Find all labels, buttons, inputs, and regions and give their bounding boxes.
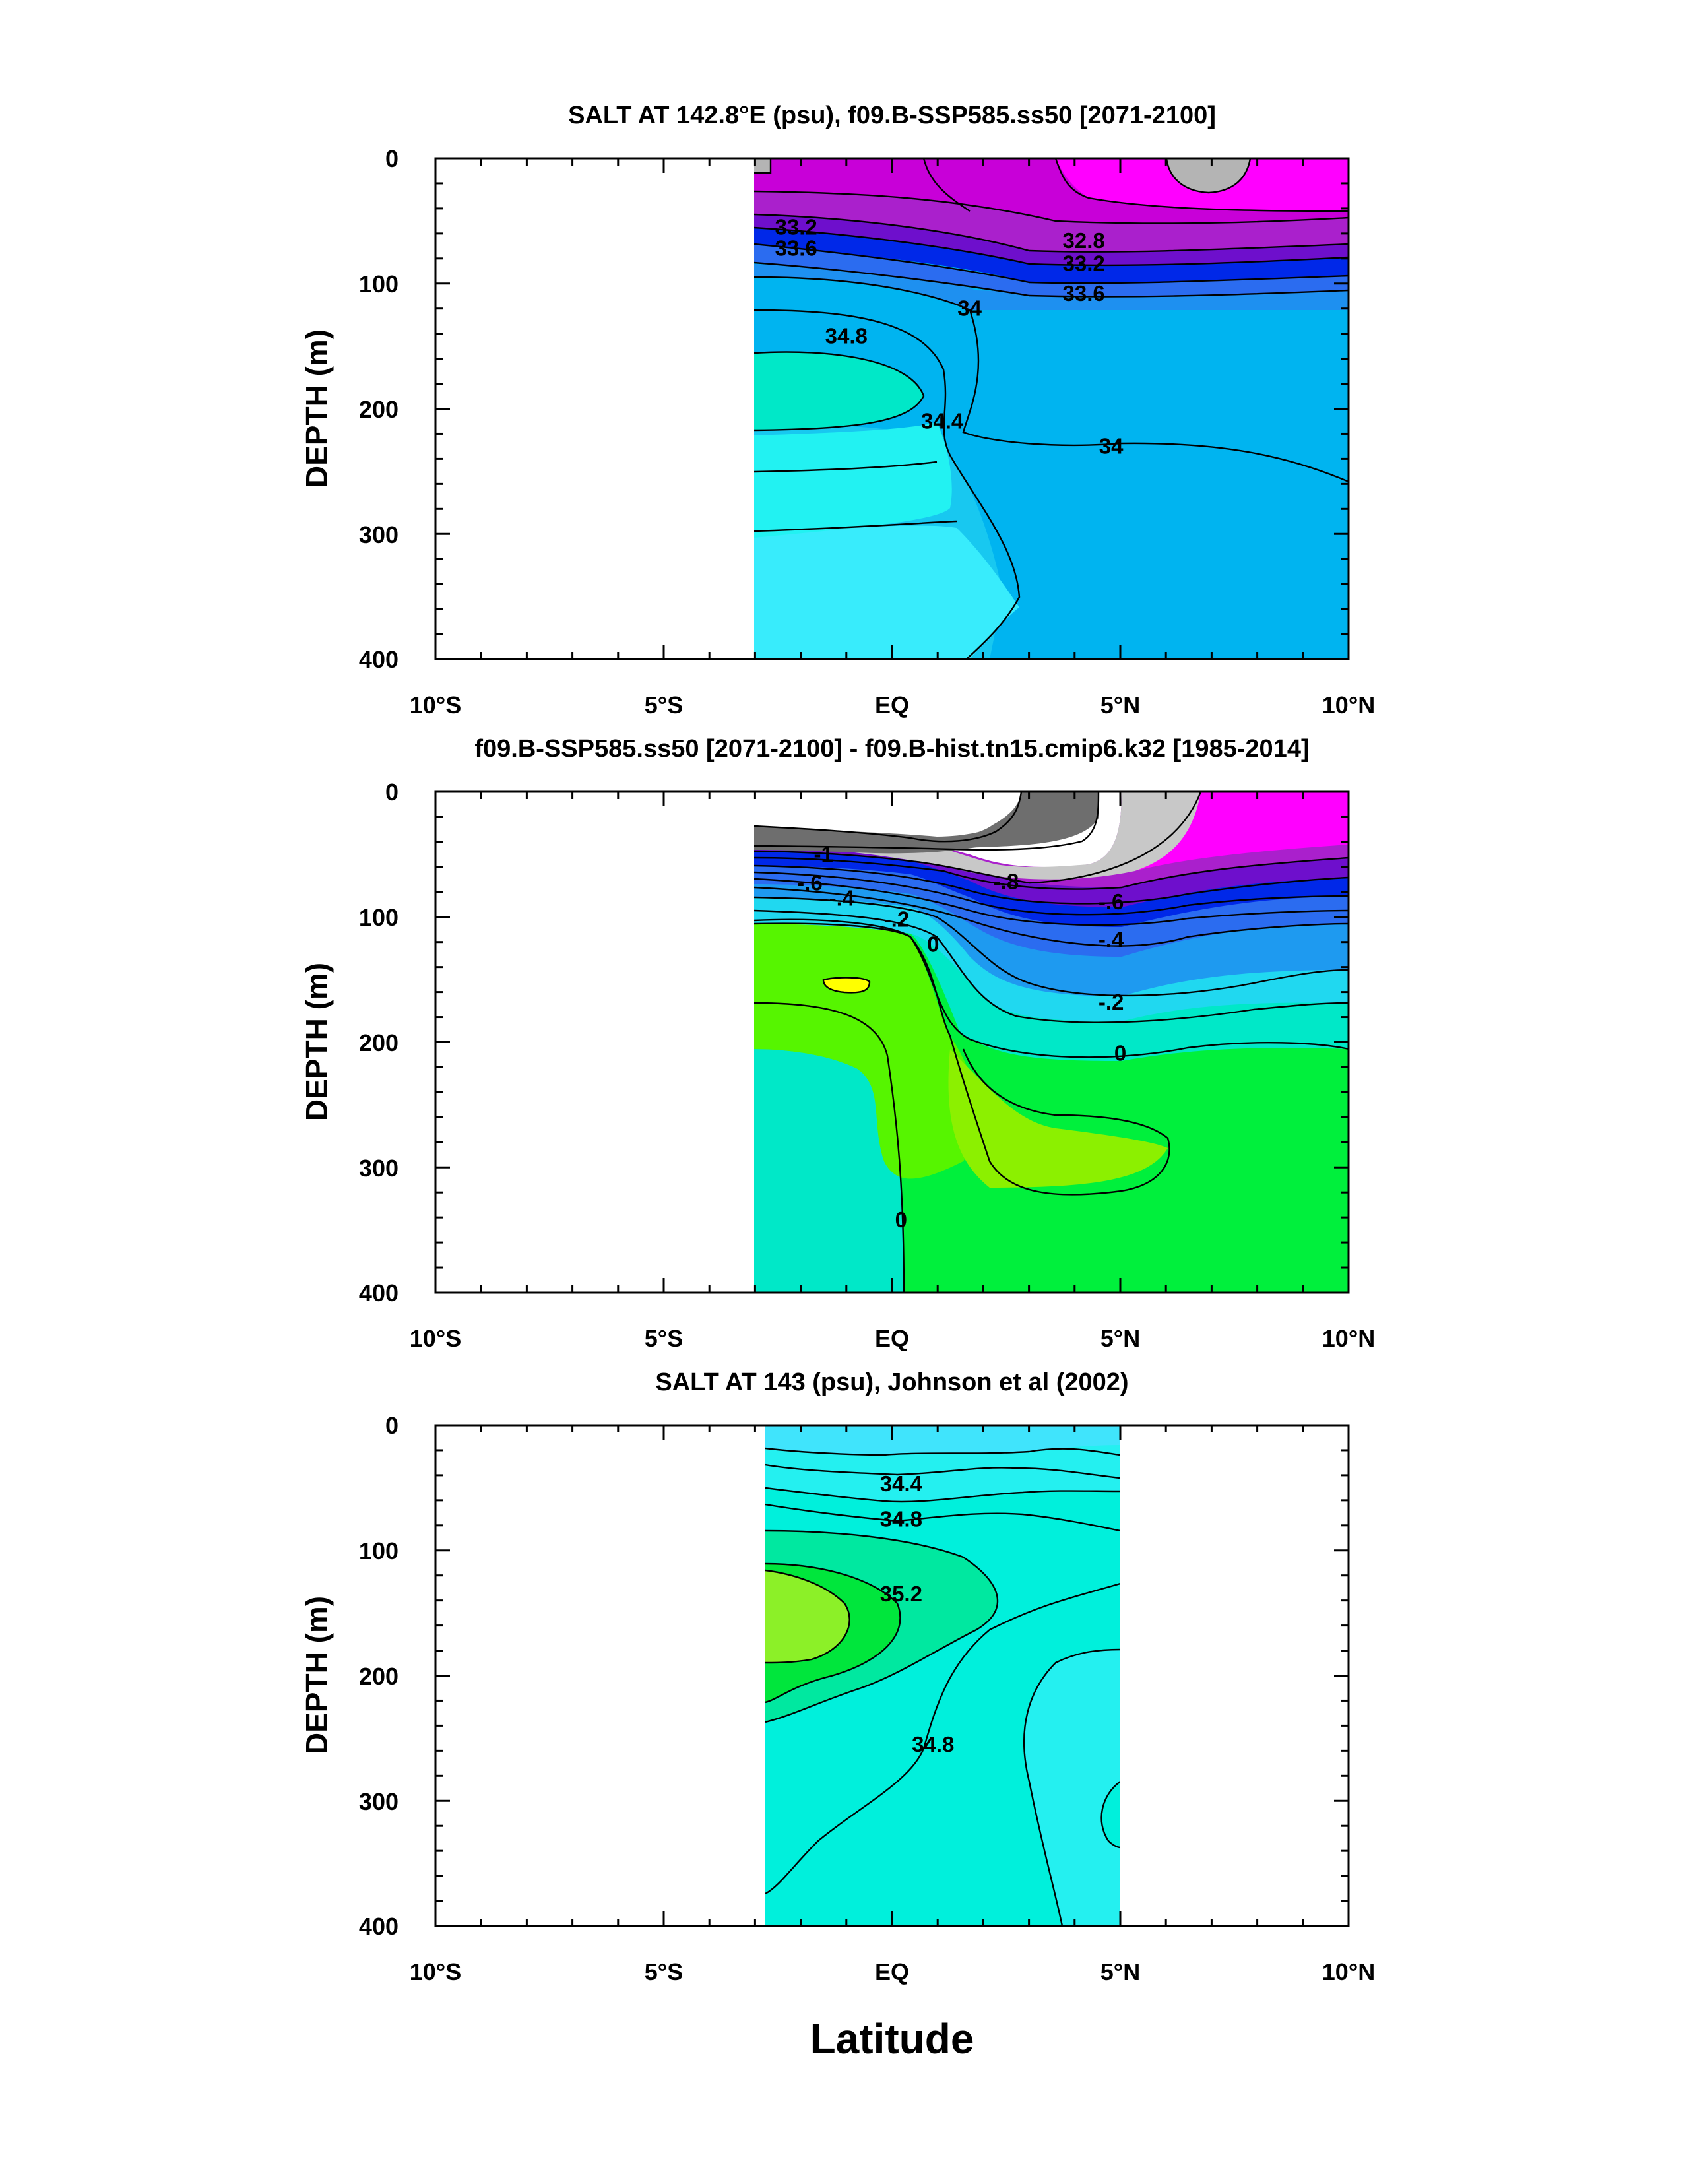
panel-1-xtick-10s: 10°S	[410, 691, 461, 719]
panel-3-xtick-10n: 10°N	[1322, 1958, 1375, 1985]
panel-1-ytick-100: 100	[359, 271, 398, 298]
panel-1-contour-label: 33.6	[1063, 281, 1105, 305]
panel-1-xtick-5s: 5°S	[645, 691, 683, 719]
panel-1-title: SALT AT 142.8°E (psu), f09.B-SSP585.ss50…	[568, 102, 1216, 129]
panel-1-xtick-10n: 10°N	[1322, 691, 1375, 719]
panel-3-ytick-400: 400	[359, 1913, 398, 1940]
panel-2-ytick-0: 0	[385, 779, 398, 806]
panel-3-ytick-300: 300	[359, 1788, 398, 1815]
panel-2-contour-label: 0	[927, 932, 939, 956]
panel-2-ytick-400: 400	[359, 1279, 398, 1306]
panel-2-contour-label: -.2	[884, 907, 910, 932]
panel-2-contour-label: -.2	[1099, 990, 1124, 1014]
panel-2-xtick-5n: 5°N	[1100, 1325, 1140, 1352]
panel-1-contour-label: 33.6	[775, 236, 817, 261]
panel-2-xtick-5s: 5°S	[645, 1325, 683, 1352]
panel-1-y-axis-title: DEPTH (m)	[300, 329, 334, 488]
panel-2-contour-label: 0	[895, 1207, 907, 1232]
panel-2-contour-label: -.8	[994, 870, 1019, 894]
panel-1-contour-label: 33.2	[775, 214, 817, 239]
panel-3-contour-label: 34.4	[880, 1471, 923, 1496]
panel-2-contour-label: -1	[814, 842, 833, 866]
panel-2-contour-label: 0	[1114, 1041, 1126, 1066]
panel-3-ticks	[434, 1424, 1350, 1927]
panel-3-tick-labels: 0 100 200 300 400 10°S 5°S EQ 5°N 10°N	[359, 1412, 1375, 1985]
panel-3-xtick-5n: 5°N	[1100, 1958, 1140, 1985]
panel-2-xtick-10n: 10°N	[1322, 1325, 1375, 1352]
panel-1-ytick-300: 300	[359, 521, 398, 548]
panel-3-xtick-10s: 10°S	[410, 1958, 461, 1985]
panel-2-xtick-eq: EQ	[875, 1325, 909, 1352]
panel-2-ytick-200: 200	[359, 1029, 398, 1056]
panel-2-ytick-100: 100	[359, 904, 398, 931]
x-axis-title: Latitude	[810, 2015, 974, 2063]
panel-3-contour-label: 34.8	[912, 1732, 954, 1756]
panel-2-xtick-10s: 10°S	[410, 1325, 461, 1352]
panel-1-ticks	[434, 157, 1350, 660]
panel-2-contour-label: -.6	[1099, 889, 1124, 914]
panel-2-contour-label: -.6	[797, 871, 823, 895]
panel-3-y-axis-title: DEPTH (m)	[300, 1596, 334, 1754]
panel-2-contour-label: -.4	[1099, 927, 1124, 951]
panel-2-ytick-300: 300	[359, 1155, 398, 1182]
panel-1-contour-label: 34	[957, 296, 982, 321]
panel-2-contour-label: -.4	[829, 885, 855, 910]
panel-2-ticks	[434, 790, 1350, 1294]
panel-3-xtick-eq: EQ	[875, 1958, 909, 1985]
panel-1-xtick-eq: EQ	[875, 691, 909, 719]
panel-1-ytick-0: 0	[385, 145, 398, 172]
panel-3-ytick-0: 0	[385, 1412, 398, 1439]
panel-1-contour-label: 34.4	[921, 408, 964, 433]
panel-1-ytick-400: 400	[359, 646, 398, 673]
panel-3-contour-label: 34.8	[880, 1506, 922, 1531]
panel-1-xtick-5n: 5°N	[1100, 691, 1140, 719]
panel-1-tick-labels: 0 100 200 300 400 10°S 5°S EQ 5°N 10°N	[359, 145, 1375, 719]
panel-2-contour-labels: -1-.6-.4-.20-.8-.6-.4-.200	[797, 842, 1126, 1232]
panel-1-contour-label: 34	[1099, 434, 1124, 458]
panel-1-contour-label: 32.8	[1063, 228, 1105, 253]
panel-3-contour-labels: 34.4 34.8 35.2 34.8	[880, 1471, 955, 1756]
panel-2-title: f09.B-SSP585.ss50 [2071-2100] - f09.B-hi…	[474, 735, 1309, 763]
panel-1-contour-fill	[754, 158, 1349, 659]
panel-1-contour-label: 34.8	[825, 323, 868, 348]
panel-3-contour-label: 35.2	[880, 1582, 922, 1606]
panel-1-contour-label: 33.2	[1063, 251, 1105, 275]
panel-1-ytick-200: 200	[359, 396, 398, 423]
panel-3-xtick-5s: 5°S	[645, 1958, 683, 1985]
panel-2-contour-fill	[754, 792, 1349, 1293]
panel-3-contour-fill	[765, 1425, 1120, 1926]
panel-3-ytick-100: 100	[359, 1537, 398, 1564]
panel-2-tick-labels: 0 100 200 300 400 10°S 5°S EQ 5°N 10°N	[359, 779, 1375, 1352]
panel-3-ytick-200: 200	[359, 1663, 398, 1690]
panel-3-title: SALT AT 143 (psu), Johnson et al (2002)	[655, 1368, 1128, 1396]
panel-2-y-axis-title: DEPTH (m)	[300, 963, 334, 1121]
